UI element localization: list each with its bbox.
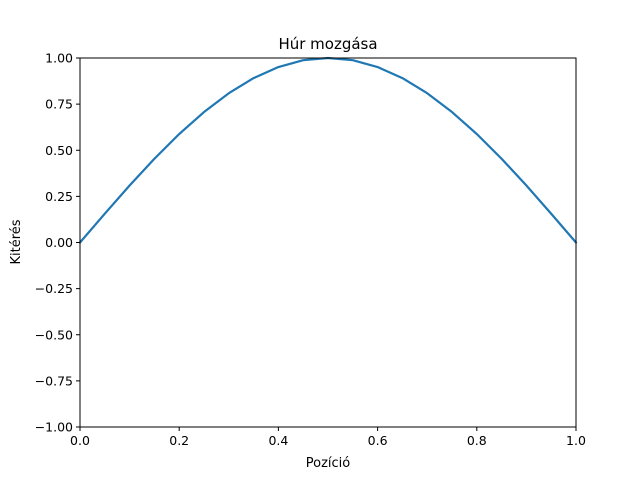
y-tick-label: −0.25 [35,281,73,296]
y-tick-label: 1.00 [45,51,73,66]
plot-frame [79,57,577,428]
y-axis: −1.00 −0.75 −0.50 −0.25 0.00 0.25 0.50 0.75 1.00 [35,51,80,435]
x-axis-label: Pozíció [306,456,351,471]
x-tick-label: 0.0 [70,433,90,448]
x-tick-label: 0.6 [368,433,388,448]
x-axis: 0.0 0.2 0.4 0.6 0.8 1.0 [70,427,586,448]
y-tick-label: 0.25 [45,189,73,204]
y-tick-label: 0.50 [45,143,73,158]
x-tick-label: 1.0 [566,433,586,448]
y-tick-label: 0.75 [45,97,73,112]
x-tick-label: 0.8 [467,433,487,448]
y-tick-label: −1.00 [35,420,73,435]
y-axis-label: Kitérés [9,219,24,264]
y-tick-label: −0.75 [35,373,73,388]
x-tick-label: 0.2 [169,433,189,448]
y-tick-label: 0.00 [45,235,73,250]
x-tick-label: 0.4 [268,433,288,448]
chart-title: Húr mozgása [278,35,377,53]
y-tick-label: −0.50 [35,327,73,342]
